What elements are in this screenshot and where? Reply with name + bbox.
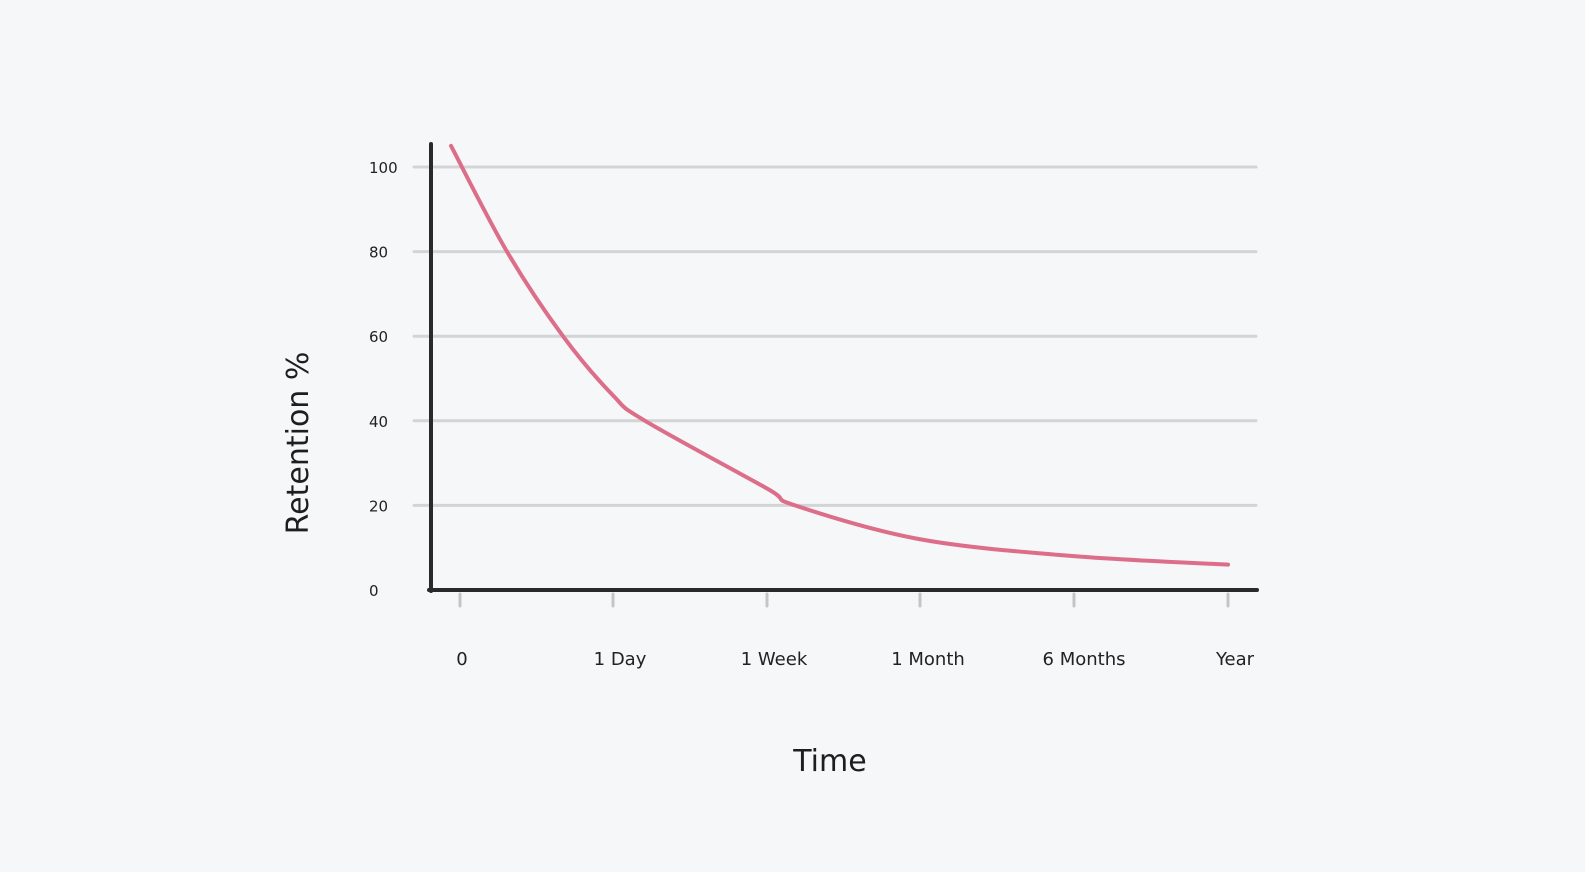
y-tick-label: 40 bbox=[369, 413, 388, 431]
x-tick-label: 6 Months bbox=[1043, 649, 1126, 670]
x-tick-label: 1 Week bbox=[741, 649, 808, 670]
y-tick-label: 100 bbox=[369, 159, 398, 177]
gridlines bbox=[412, 165, 1258, 507]
x-tick-label: 1 Day bbox=[594, 649, 647, 670]
y-tick-label: 20 bbox=[369, 497, 388, 515]
y-tick-label: 80 bbox=[369, 244, 388, 262]
y-axis-tick-labels: 0 20 40 60 80 100 bbox=[369, 159, 398, 600]
x-axis-title: Time bbox=[792, 744, 866, 779]
x-axis-ticks: 0 1 Day 1 Week 1 Month 6 Months Year bbox=[456, 592, 1255, 670]
y-tick-label: 0 bbox=[369, 582, 379, 600]
x-tick-label: 1 Month bbox=[891, 649, 965, 670]
x-tick-label: 0 bbox=[456, 649, 467, 670]
retention-curve bbox=[449, 143, 1230, 567]
x-tick-label: Year bbox=[1215, 649, 1255, 670]
y-axis-title: Retention % bbox=[281, 352, 316, 535]
y-tick-label: 60 bbox=[369, 328, 388, 346]
